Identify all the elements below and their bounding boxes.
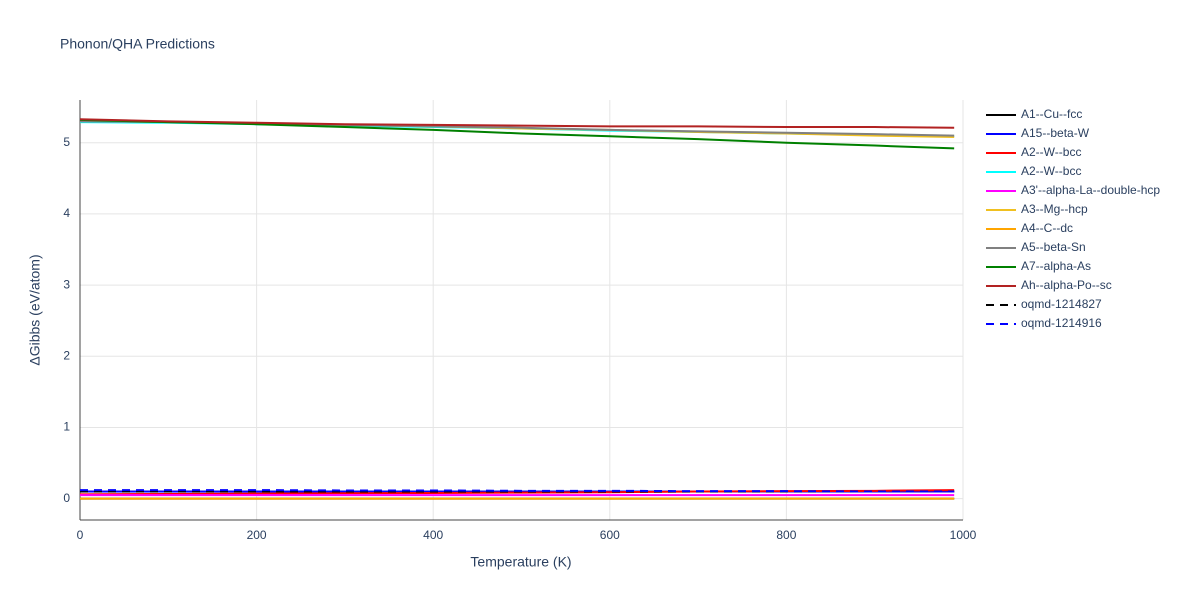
y-tick-label: 1 [63,420,70,434]
x-tick-label: 800 [776,528,796,542]
line [79,118,955,150]
legend-label: Ah--alpha-Po--sc [1021,278,1112,292]
y-tick-label: 4 [63,206,70,220]
legend-label: A3'--alpha-La--double-hcp [1021,183,1160,197]
legend-label: A7--alpha-As [1021,259,1091,273]
legend-label: A2--W--bcc [1021,164,1081,178]
legend-label: A3--Mg--hcp [1021,202,1088,216]
y-axis-label: ΔGibbs (eV/atom) [27,254,43,365]
line [79,118,955,129]
line [80,489,955,493]
y-tick-label: 3 [63,277,70,291]
legend-label: A15--beta-W [1021,126,1090,140]
x-tick-label: 0 [77,528,84,542]
x-tick-label: 400 [423,528,443,542]
x-tick-label: 200 [247,528,267,542]
x-tick-label: 600 [600,528,620,542]
legend-label: A4--C--dc [1021,221,1073,235]
legend-label: A5--beta-Sn [1021,240,1086,254]
y-tick-label: 5 [63,135,70,149]
legend-label: oqmd-1214827 [1021,297,1102,311]
x-axis-label: Temperature (K) [470,554,571,570]
legend-label: A1--Cu--fcc [1021,107,1082,121]
y-tick-label: 2 [63,348,70,362]
chart-title: Phonon/QHA Predictions [60,36,215,52]
x-tick-label: 1000 [950,528,977,542]
legend-label: A2--W--bcc [1021,145,1081,159]
y-tick-label: 0 [63,491,70,505]
legend-label: oqmd-1214916 [1021,316,1102,330]
